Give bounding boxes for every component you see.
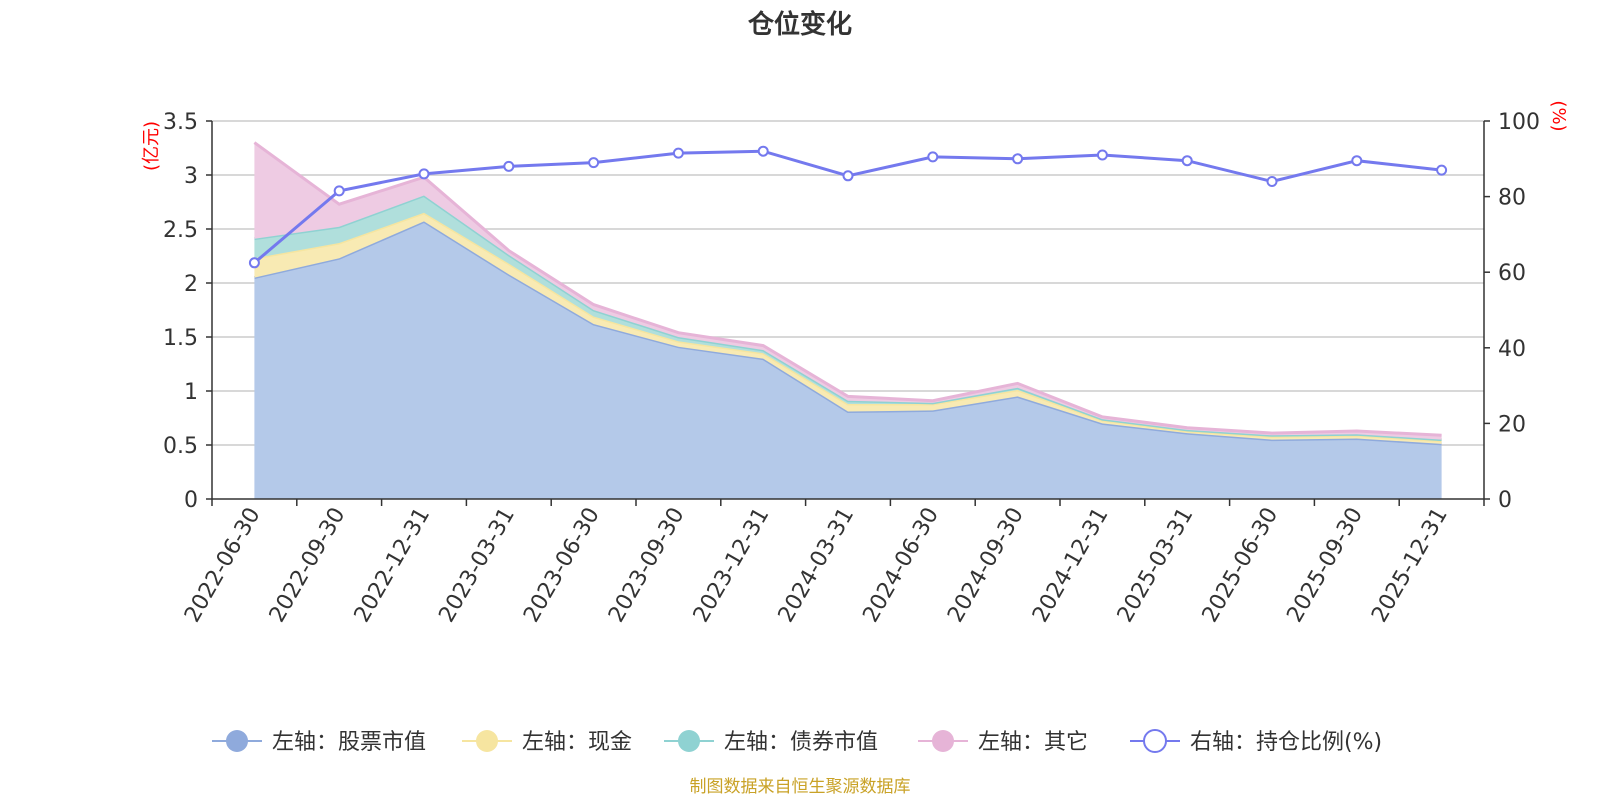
legend-label: 左轴：其它 bbox=[978, 730, 1088, 755]
right-axis-tick-label: 100 bbox=[1498, 110, 1540, 135]
ratio-point bbox=[672, 147, 684, 159]
area-左轴：股票市值 bbox=[254, 221, 1442, 499]
area-左轴：债券市值 bbox=[254, 195, 1442, 441]
ratio-point bbox=[333, 185, 345, 197]
area-edge-左轴：其它 bbox=[253, 141, 1442, 437]
x-axis-tick-label: 2022-06-30 bbox=[180, 504, 266, 627]
ratio-point bbox=[248, 257, 260, 269]
ratio-point bbox=[588, 157, 600, 169]
left-axis-tick-label: 1 bbox=[184, 380, 198, 405]
x-axis-tick-label: 2025-09-30 bbox=[1282, 504, 1368, 627]
x-axis-tick-label: 2023-06-30 bbox=[519, 504, 605, 627]
x-axis-tick-label: 2023-03-31 bbox=[434, 504, 520, 627]
left-axis-tick-label: 1.5 bbox=[163, 326, 198, 351]
x-axis-tick-label: 2025-06-30 bbox=[1198, 504, 1284, 627]
ratio-point bbox=[1266, 176, 1278, 187]
ratio-point bbox=[1436, 164, 1448, 176]
stacked-areas bbox=[253, 141, 1442, 499]
x-axis-tick-label: 2024-12-31 bbox=[1028, 504, 1114, 627]
ratio-point bbox=[927, 151, 939, 163]
legend-label: 左轴：现金 bbox=[522, 730, 632, 755]
ratio-point bbox=[1351, 155, 1363, 167]
right-axis-tick-label: 60 bbox=[1498, 261, 1526, 286]
x-axis-tick-label: 2023-12-31 bbox=[689, 504, 775, 627]
x-axis-tick-label: 2025-12-31 bbox=[1367, 504, 1453, 627]
x-axis-tick-label: 2024-03-31 bbox=[774, 504, 860, 627]
left-axis-unit: (亿元) bbox=[141, 121, 162, 171]
left-axis-tick-label: 0.5 bbox=[163, 434, 198, 459]
ratio-point bbox=[1181, 155, 1193, 167]
legend: 左轴：股票市值 左轴：现金 左轴：债券市值 左轴：其它 右轴：持仓比例(%) bbox=[212, 729, 1382, 755]
x-axis-tick-label: 2022-09-30 bbox=[265, 504, 351, 627]
area-左轴：现金 bbox=[254, 212, 1442, 444]
left-axis-tick-label: 0 bbox=[184, 488, 198, 513]
x-axis-tick-label: 2024-09-30 bbox=[943, 504, 1029, 627]
chart-title: 仓位变化 bbox=[747, 9, 852, 40]
right-axis-unit: (%) bbox=[1548, 100, 1569, 131]
legend-marker bbox=[932, 730, 954, 752]
x-axis-tick-label: 2024-06-30 bbox=[858, 504, 944, 627]
x-axis-tick-label: 2023-09-30 bbox=[604, 504, 690, 627]
left-axis-tick-label: 3.5 bbox=[163, 110, 198, 135]
legend-label: 左轴：股票市值 bbox=[272, 730, 426, 755]
ratio-point bbox=[418, 168, 430, 180]
right-axis-tick-label: 0 bbox=[1498, 488, 1512, 513]
legend-marker bbox=[226, 730, 248, 752]
left-axis-tick-label: 3 bbox=[184, 164, 198, 189]
legend-marker bbox=[476, 730, 498, 752]
ratio-point bbox=[842, 170, 854, 182]
legend-label: 右轴：持仓比例(%) bbox=[1190, 730, 1382, 755]
legend-marker bbox=[1143, 729, 1167, 753]
left-axis-tick-label: 2.5 bbox=[163, 218, 198, 243]
data-source-note: 制图数据来自恒生聚源数据库 bbox=[690, 777, 911, 797]
x-axis-tick-label: 2025-03-31 bbox=[1113, 504, 1199, 627]
legend-marker bbox=[678, 730, 700, 752]
ratio-point bbox=[1012, 153, 1024, 165]
ratio-point bbox=[1096, 149, 1108, 161]
x-axis-tick-label: 2022-12-31 bbox=[350, 504, 436, 627]
right-axis-tick-label: 40 bbox=[1498, 337, 1526, 362]
position-ratio-series bbox=[248, 145, 1448, 269]
right-axis-tick-label: 20 bbox=[1498, 412, 1526, 437]
left-axis-tick-label: 2 bbox=[184, 272, 198, 297]
right-axis-tick-label: 80 bbox=[1498, 186, 1526, 211]
ratio-point bbox=[503, 160, 515, 172]
ratio-point bbox=[757, 145, 769, 157]
legend-label: 左轴：债券市值 bbox=[724, 730, 878, 755]
